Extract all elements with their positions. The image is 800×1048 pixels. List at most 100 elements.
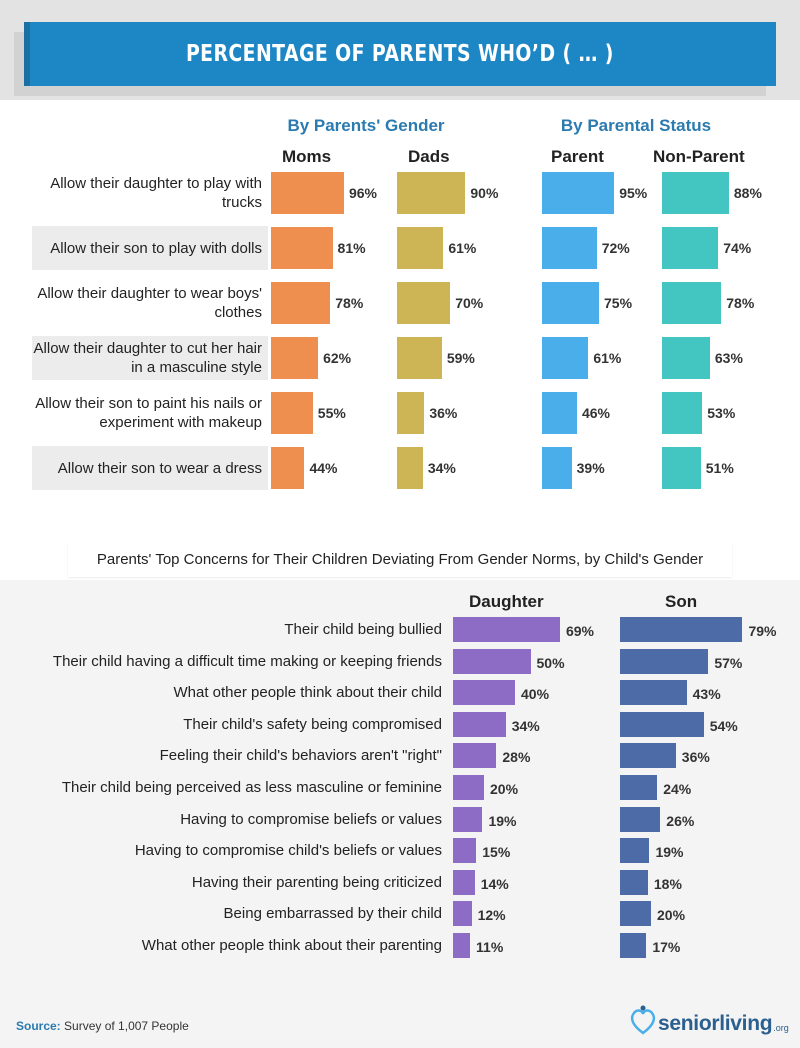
row-shade bbox=[32, 446, 268, 490]
value-label-moms-3: 78% bbox=[335, 295, 364, 311]
column-heading-moms: Moms bbox=[282, 147, 332, 166]
value-label-daughter-10: 12% bbox=[477, 907, 506, 924]
value-label-dads-3: 70% bbox=[455, 295, 484, 311]
value-label-moms-6: 44% bbox=[309, 460, 338, 476]
value-label-son-7: 26% bbox=[666, 812, 695, 829]
value-label-moms-1: 96% bbox=[348, 185, 377, 201]
value-label-parent-1: 95% bbox=[619, 185, 648, 201]
bar-moms-1 bbox=[271, 172, 344, 214]
bar-dads-4 bbox=[397, 337, 442, 379]
value-label-non-parent-3: 78% bbox=[726, 295, 755, 311]
value-label-daughter-1: 69% bbox=[565, 623, 594, 639]
bar-son-3 bbox=[620, 680, 687, 706]
value-label-parent-3: 75% bbox=[604, 295, 633, 311]
bar-non-parent-1 bbox=[662, 172, 729, 214]
bar-dads-5 bbox=[397, 392, 425, 434]
bar-non-parent-2 bbox=[662, 227, 719, 269]
bar-daughter-11 bbox=[453, 933, 471, 958]
concern-label-8: Having to compromise child's beliefs or … bbox=[134, 842, 442, 860]
concern-label-2: Their child having a difficult time maki… bbox=[52, 652, 442, 670]
bar-non-parent-5 bbox=[662, 392, 703, 434]
concerns-title-box: Parents' Top Concerns for Their Children… bbox=[68, 542, 732, 577]
concern-label-6: Their child being perceived as less masc… bbox=[61, 779, 442, 796]
bar-daughter-1 bbox=[453, 617, 560, 642]
value-label-moms-5: 55% bbox=[317, 405, 346, 421]
column-heading-son: Son bbox=[665, 592, 698, 611]
bar-son-8 bbox=[620, 838, 650, 864]
value-label-son-8: 19% bbox=[655, 844, 684, 861]
bar-parent-5 bbox=[542, 392, 577, 434]
value-label-dads-5: 36% bbox=[429, 405, 458, 421]
page-title: Percentage of Parents Who’d ( … ) bbox=[186, 41, 614, 67]
value-label-parent-4: 61% bbox=[593, 350, 622, 366]
banner-accent bbox=[24, 22, 30, 86]
row-label-2: Allow their son to play with dolls bbox=[50, 239, 262, 257]
source-note: Source: Survey of 1,007 People bbox=[16, 1019, 189, 1033]
concern-label-7: Having to compromise beliefs or values bbox=[180, 810, 442, 828]
row-shade bbox=[32, 336, 268, 380]
heart-person-icon bbox=[630, 1005, 656, 1035]
value-label-son-1: 79% bbox=[748, 623, 777, 639]
bar-son-10 bbox=[620, 901, 651, 927]
bar-daughter-8 bbox=[453, 838, 477, 864]
value-label-daughter-11: 11% bbox=[476, 939, 504, 955]
bar-parent-4 bbox=[542, 337, 589, 379]
bar-moms-4 bbox=[271, 337, 319, 379]
value-label-non-parent-2: 74% bbox=[723, 240, 752, 256]
column-heading-daughter: Daughter bbox=[469, 592, 544, 611]
value-label-daughter-4: 34% bbox=[511, 717, 540, 734]
value-label-dads-6: 34% bbox=[427, 460, 456, 476]
value-label-son-4: 54% bbox=[709, 717, 738, 734]
bar-daughter-6 bbox=[453, 775, 484, 800]
value-label-parent-6: 39% bbox=[576, 460, 605, 476]
value-label-dads-4: 59% bbox=[446, 350, 475, 366]
value-label-moms-4: 62% bbox=[323, 350, 352, 366]
row-label-4: Allow their daughter to cut her hair in … bbox=[33, 340, 262, 376]
concern-label-10: Being embarrassed by their child bbox=[223, 905, 442, 923]
bar-son-7 bbox=[620, 806, 661, 832]
value-label-son-6: 24% bbox=[663, 781, 692, 797]
bar-son-1 bbox=[620, 617, 743, 642]
value-label-son-2: 57% bbox=[714, 654, 743, 671]
bar-moms-2 bbox=[271, 227, 333, 269]
bar-parent-6 bbox=[542, 447, 572, 489]
value-label-non-parent-1: 88% bbox=[733, 185, 762, 201]
bar-son-9 bbox=[620, 869, 648, 895]
value-label-son-9: 18% bbox=[653, 875, 682, 892]
bar-son-4 bbox=[620, 711, 704, 737]
bar-dads-6 bbox=[397, 447, 423, 489]
value-label-daughter-6: 20% bbox=[490, 781, 519, 797]
value-label-parent-5: 46% bbox=[581, 405, 610, 421]
concern-label-4: Their child's safety being compromised bbox=[183, 715, 442, 733]
source-text: Survey of 1,007 People bbox=[64, 1019, 189, 1033]
value-label-son-3: 43% bbox=[692, 686, 721, 703]
bar-moms-6 bbox=[271, 447, 305, 489]
seniorliving-logo[interactable]: seniorliving .org bbox=[628, 1004, 789, 1036]
value-label-non-parent-6: 51% bbox=[705, 460, 734, 476]
value-label-daughter-2: 50% bbox=[536, 654, 565, 671]
row-label-5: Allow their son to paint his nails or ex… bbox=[35, 395, 262, 431]
value-label-parent-2: 72% bbox=[601, 240, 630, 256]
value-label-daughter-9: 14% bbox=[480, 875, 509, 892]
bar-daughter-3 bbox=[453, 680, 515, 706]
row-label-3: Allow their daughter to wear boys' cloth… bbox=[37, 285, 262, 321]
logo-text: seniorliving bbox=[658, 1012, 773, 1035]
bar-parent-2 bbox=[542, 227, 597, 269]
value-label-non-parent-5: 53% bbox=[707, 405, 736, 421]
bar-dads-2 bbox=[397, 227, 444, 269]
bar-son-11 bbox=[620, 933, 647, 958]
column-heading-non-parent: Non-Parent bbox=[653, 147, 745, 166]
group-heading-gender: By Parents' Gender bbox=[287, 116, 445, 135]
value-label-daughter-5: 28% bbox=[502, 749, 531, 766]
bar-dads-3 bbox=[397, 282, 451, 324]
concern-label-11: What other people think about their pare… bbox=[141, 937, 442, 954]
bar-daughter-10 bbox=[453, 901, 472, 927]
bar-moms-3 bbox=[271, 282, 331, 324]
concern-label-9: Having their parenting being criticized bbox=[191, 873, 442, 891]
value-label-daughter-8: 15% bbox=[482, 844, 511, 861]
value-label-moms-2: 81% bbox=[337, 240, 366, 256]
concern-label-5: Feeling their child's behaviors aren't "… bbox=[159, 747, 442, 765]
concern-label-3: What other people think about their chil… bbox=[173, 684, 443, 702]
bar-non-parent-6 bbox=[662, 447, 701, 489]
column-heading-parent: Parent bbox=[551, 147, 604, 166]
